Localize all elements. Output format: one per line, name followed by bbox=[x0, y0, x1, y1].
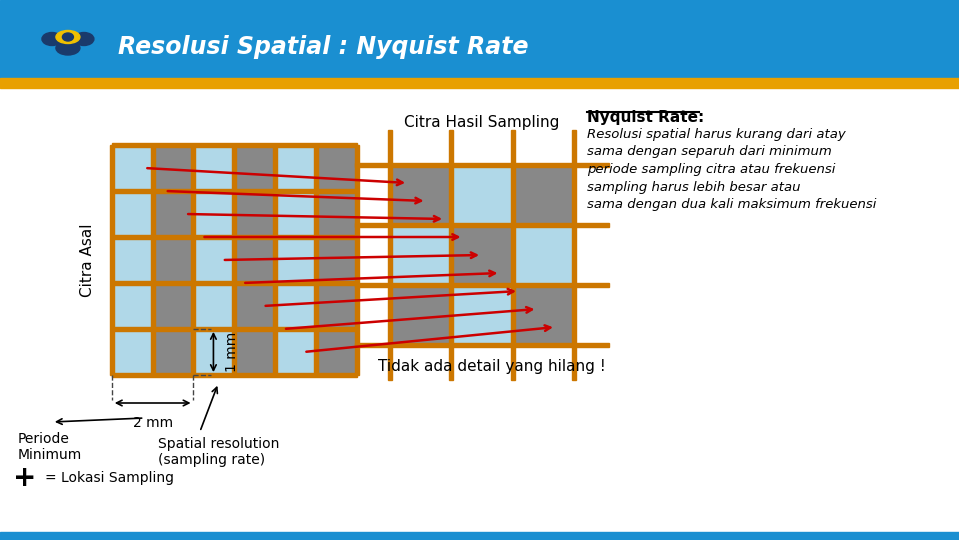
Bar bbox=[234, 145, 275, 375]
Text: Periode
Minimum: Periode Minimum bbox=[18, 432, 83, 462]
Bar bbox=[511, 130, 515, 380]
Text: Citra Hasil Sampling: Citra Hasil Sampling bbox=[404, 116, 560, 131]
Bar bbox=[449, 130, 453, 380]
Bar bbox=[191, 145, 196, 375]
Bar bbox=[112, 281, 356, 285]
Text: Nyquist Rate:: Nyquist Rate: bbox=[588, 110, 705, 125]
Bar bbox=[112, 189, 356, 193]
Ellipse shape bbox=[42, 32, 62, 45]
Bar bbox=[354, 145, 359, 375]
Text: Resolusi Spatial : Nyquist Rate: Resolusi Spatial : Nyquist Rate bbox=[118, 35, 528, 59]
Bar bbox=[451, 285, 513, 345]
Bar bbox=[153, 145, 194, 375]
Text: +: + bbox=[13, 464, 36, 492]
Ellipse shape bbox=[56, 30, 80, 44]
Ellipse shape bbox=[62, 33, 73, 41]
Text: 1 mm: 1 mm bbox=[226, 332, 239, 372]
Bar bbox=[316, 145, 356, 375]
Bar bbox=[112, 235, 356, 239]
Text: Citra Asal: Citra Asal bbox=[81, 223, 95, 297]
Text: Tidak ada detail yang hilang !: Tidak ada detail yang hilang ! bbox=[378, 360, 606, 375]
Bar bbox=[390, 285, 451, 345]
Bar bbox=[390, 225, 451, 285]
Bar bbox=[0, 0, 959, 80]
Bar bbox=[232, 145, 236, 375]
Bar bbox=[513, 165, 574, 225]
Bar bbox=[151, 145, 155, 375]
Bar bbox=[314, 145, 318, 375]
Bar bbox=[451, 225, 513, 285]
Bar bbox=[273, 145, 277, 375]
Bar bbox=[112, 327, 356, 331]
Bar bbox=[354, 223, 610, 227]
Ellipse shape bbox=[74, 32, 94, 45]
Text: Resolusi spatial harus kurang dari atay
sama dengan separuh dari minimum
periode: Resolusi spatial harus kurang dari atay … bbox=[588, 128, 876, 211]
Bar bbox=[194, 145, 234, 375]
Bar bbox=[354, 343, 610, 347]
Bar bbox=[112, 145, 356, 375]
Bar bbox=[354, 283, 610, 287]
Bar bbox=[0, 78, 959, 88]
Text: = Lokasi Sampling: = Lokasi Sampling bbox=[45, 471, 174, 485]
Bar bbox=[354, 163, 610, 167]
Bar bbox=[112, 373, 356, 377]
Bar bbox=[390, 165, 451, 225]
Bar bbox=[451, 165, 513, 225]
Bar bbox=[513, 225, 574, 285]
Bar bbox=[109, 145, 114, 375]
Bar bbox=[112, 145, 153, 375]
Ellipse shape bbox=[56, 41, 80, 55]
Text: Spatial resolution
(sampling rate): Spatial resolution (sampling rate) bbox=[157, 437, 279, 467]
Bar bbox=[572, 130, 576, 380]
Bar bbox=[513, 285, 574, 345]
Bar bbox=[388, 130, 392, 380]
Bar bbox=[0, 532, 959, 540]
Bar bbox=[275, 145, 316, 375]
Text: 2 mm: 2 mm bbox=[132, 416, 173, 430]
Bar bbox=[112, 143, 356, 147]
